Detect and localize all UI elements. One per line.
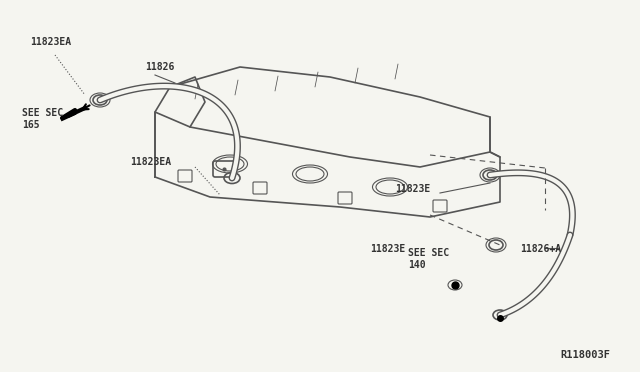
Text: 11823EA: 11823EA (130, 157, 171, 167)
Text: 11826+A: 11826+A (520, 244, 561, 254)
Text: 11823EA: 11823EA (30, 37, 71, 47)
Text: R118003F: R118003F (560, 350, 610, 360)
Text: SEE SEC
165: SEE SEC 165 (22, 108, 63, 130)
Text: 11823E: 11823E (370, 244, 405, 254)
Text: 11823E: 11823E (395, 184, 430, 194)
Text: 11826: 11826 (145, 62, 174, 72)
Text: SEE SEC
140: SEE SEC 140 (408, 248, 449, 270)
